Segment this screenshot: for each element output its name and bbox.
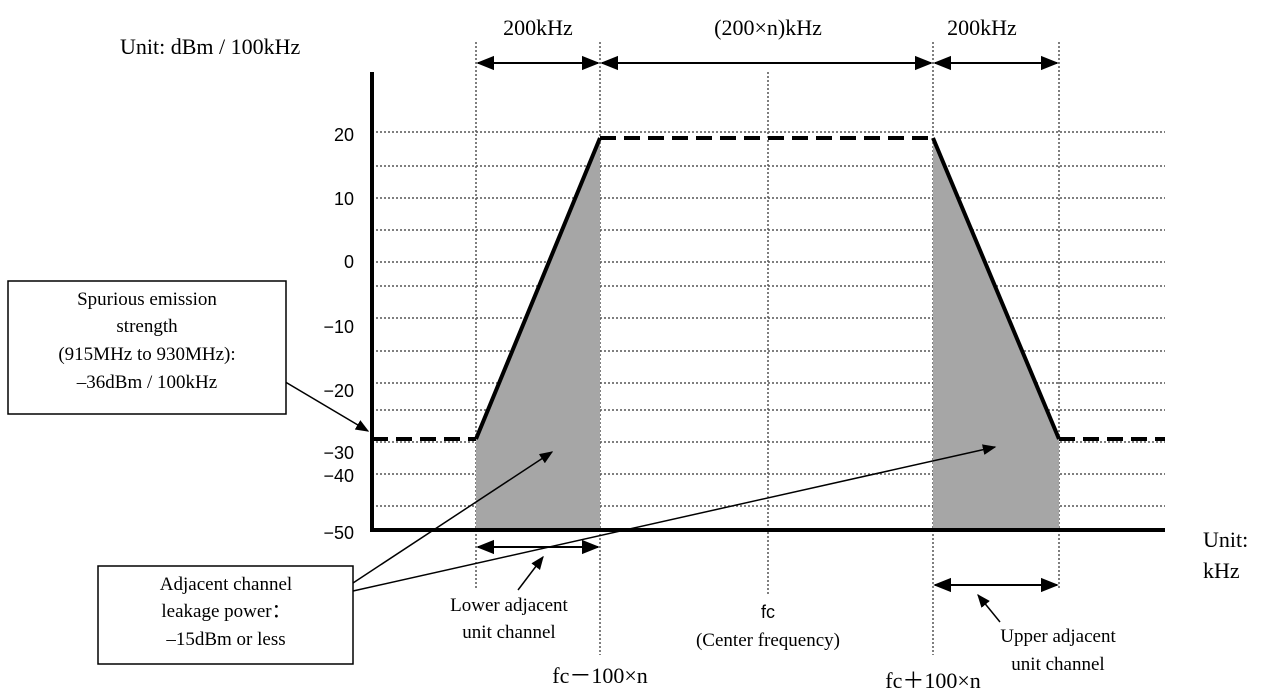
y-tick-label: −20 xyxy=(323,381,354,401)
y-tick-label: −10 xyxy=(323,317,354,337)
y-tick-label: 0 xyxy=(344,252,354,272)
center-frequency-label: fc xyxy=(761,602,775,622)
leakage-line: –15dBm or less xyxy=(165,629,285,650)
upper-adjacent-shaded-region xyxy=(933,138,1059,530)
upper-line: Upper adjacent xyxy=(1000,626,1116,647)
lower-adjacent-label: Lower adjacent unit channel xyxy=(450,595,568,643)
y-tick-labels: 20 10 0 −10 −20 −30 −40 −50 xyxy=(323,125,354,543)
span-middle-label: (200×n)kHz xyxy=(714,15,822,40)
y-tick-label: −50 xyxy=(323,523,354,543)
spurious-line: –36dBm / 100kHz xyxy=(76,372,217,393)
spurious-line: strength xyxy=(116,316,178,337)
spurious-line: (915MHz to 930MHz): xyxy=(58,344,235,365)
lower-edge-frequency: fc－100×n xyxy=(552,663,648,688)
y-tick-label: 10 xyxy=(334,189,354,209)
pointer-lines xyxy=(281,379,1001,623)
adjacent-leakage-box xyxy=(97,565,354,665)
upper-adjacent-label: Upper adjacent unit channel xyxy=(1000,626,1116,675)
spurious-emission-box xyxy=(7,280,287,415)
leakage-line: leakage power： xyxy=(161,601,290,622)
y-tick-label: −40 xyxy=(323,466,354,486)
upper-edge-frequency: fc＋100×n xyxy=(885,668,981,693)
lower-adjacent-shaded-region xyxy=(476,138,600,530)
span-right-label: 200kHz xyxy=(947,15,1017,40)
y-unit-label: Unit: dBm / 100kHz xyxy=(120,34,301,59)
lower-line: Lower adjacent xyxy=(450,595,568,616)
upper-line: unit channel xyxy=(1011,654,1104,675)
y-tick-label: −30 xyxy=(323,443,354,463)
x-unit-label-line1: Unit: xyxy=(1203,527,1248,552)
x-unit-label-line2: kHz xyxy=(1203,558,1240,583)
mask-dashed-segments xyxy=(372,136,1165,441)
lower-line: unit channel xyxy=(462,622,555,643)
channel-arrows xyxy=(476,539,1059,593)
leakage-line: Adjacent channel xyxy=(160,574,292,595)
span-left-label: 200kHz xyxy=(503,15,573,40)
vertical-gridlines xyxy=(475,42,1060,655)
spurious-line: Spurious emission xyxy=(77,289,217,310)
adjacent-leakage-text: Adjacent channel leakage power： –15dBm o… xyxy=(160,574,292,650)
center-frequency-sublabel: (Center frequency) xyxy=(696,630,840,651)
mask-slopes xyxy=(474,137,1061,440)
spurious-emission-text: Spurious emission strength (915MHz to 93… xyxy=(58,289,235,393)
y-tick-label: 20 xyxy=(334,125,354,145)
